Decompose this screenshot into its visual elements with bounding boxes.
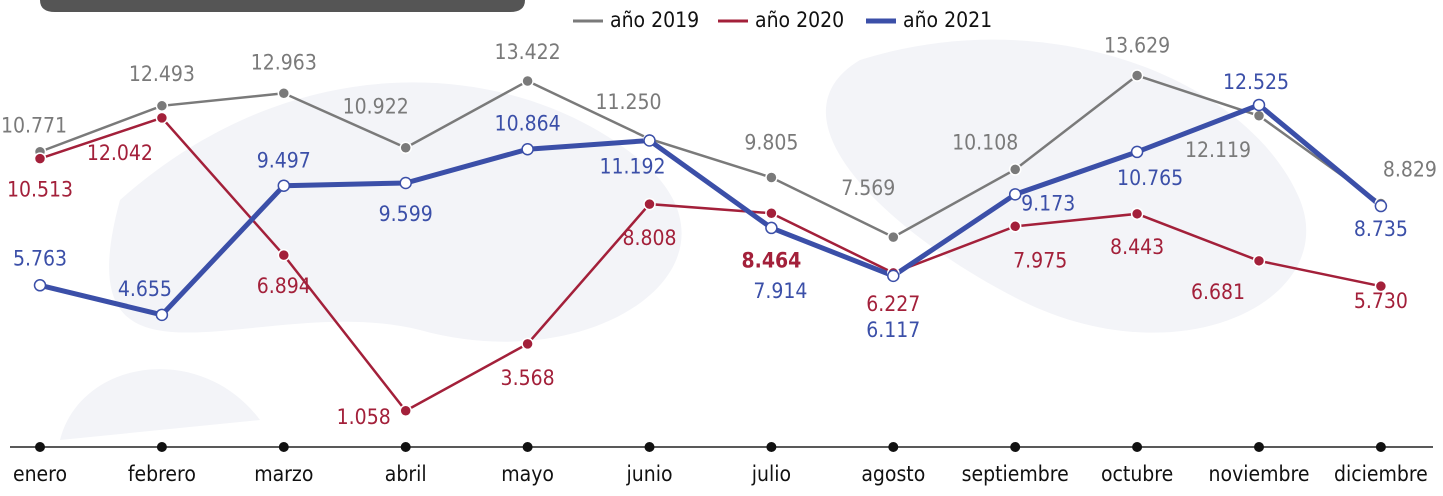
point xyxy=(766,172,777,183)
header-banner xyxy=(40,0,525,12)
value-label: 8.464 xyxy=(742,248,802,272)
x-tick xyxy=(1376,442,1386,452)
point xyxy=(1254,255,1265,266)
x-tick-label: noviembre xyxy=(1209,462,1310,486)
value-label: 12.963 xyxy=(251,50,317,74)
x-tick xyxy=(888,442,898,452)
value-label: 6.117 xyxy=(866,318,920,342)
x-tick-label: octubre xyxy=(1101,462,1173,486)
value-label: 12.119 xyxy=(1185,138,1251,162)
value-label: 8.808 xyxy=(622,226,676,250)
value-label: 9.805 xyxy=(744,131,798,155)
point xyxy=(1132,146,1143,157)
legend-label: año 2020 xyxy=(755,8,844,32)
value-label: 12.493 xyxy=(129,62,195,86)
x-tick xyxy=(401,442,411,452)
point xyxy=(400,177,411,188)
x-tick-label: septiembre xyxy=(962,462,1069,486)
value-label: 9.173 xyxy=(1021,191,1075,215)
x-tick xyxy=(1132,442,1142,452)
point xyxy=(522,338,533,349)
point xyxy=(1132,70,1143,81)
x-tick-label: julio xyxy=(751,462,791,486)
point xyxy=(1010,221,1021,232)
point xyxy=(278,88,289,99)
x-tick-label: junio xyxy=(625,462,672,486)
value-label: 7.569 xyxy=(841,176,895,200)
value-label: 7.975 xyxy=(1013,248,1067,272)
value-label: 10.108 xyxy=(952,130,1018,154)
point xyxy=(766,208,777,219)
value-label: 1.058 xyxy=(337,405,391,429)
x-tick xyxy=(157,442,167,452)
value-label: 3.568 xyxy=(501,366,555,390)
x-tick-label: febrero xyxy=(128,462,196,486)
point xyxy=(522,144,533,155)
value-label: 5.730 xyxy=(1354,289,1408,313)
value-label: 10.771 xyxy=(1,114,67,138)
point xyxy=(156,112,167,123)
value-label: 11.250 xyxy=(595,90,661,114)
x-tick xyxy=(766,442,776,452)
value-label: 4.655 xyxy=(118,277,172,301)
point xyxy=(1375,201,1386,212)
x-tick-label: abril xyxy=(385,462,427,486)
value-label: 12.525 xyxy=(1223,70,1289,94)
value-label: 8.735 xyxy=(1354,217,1408,241)
point xyxy=(644,135,655,146)
x-tick xyxy=(523,442,533,452)
chart: 10.771 12.493 12.963 10.922 13.422 11.250 9.80… xyxy=(0,0,1443,496)
point xyxy=(522,76,533,87)
point xyxy=(888,232,899,243)
value-label: 12.042 xyxy=(87,141,153,165)
point xyxy=(1254,99,1265,110)
point xyxy=(1132,208,1143,219)
value-label: 6.227 xyxy=(866,292,920,316)
legend-label: año 2021 xyxy=(903,8,992,32)
x-tick xyxy=(645,442,655,452)
x-tick-label: diciembre xyxy=(1334,462,1428,486)
x-tick-label: mayo xyxy=(501,462,554,486)
value-label: 11.192 xyxy=(599,155,665,179)
x-tick-label: marzo xyxy=(254,462,313,486)
point xyxy=(35,153,46,164)
value-label: 10.513 xyxy=(7,178,73,202)
value-label: 10.864 xyxy=(495,111,561,135)
value-label: 7.914 xyxy=(753,279,807,303)
value-label: 9.497 xyxy=(257,149,311,173)
point xyxy=(1010,164,1021,175)
point xyxy=(278,250,289,261)
x-tick-label: enero xyxy=(13,462,67,486)
value-label: 13.629 xyxy=(1104,34,1170,58)
x-tick xyxy=(1010,442,1020,452)
point xyxy=(1010,189,1021,200)
value-label: 5.763 xyxy=(13,246,67,270)
point xyxy=(156,100,167,111)
x-tick xyxy=(279,442,289,452)
x-tick-label: agosto xyxy=(861,462,925,486)
value-label: 13.422 xyxy=(495,40,561,64)
value-label: 8.443 xyxy=(1110,235,1164,259)
value-label: 6.894 xyxy=(257,274,311,298)
point xyxy=(400,405,411,416)
value-label: 6.681 xyxy=(1191,280,1245,304)
value-label: 10.765 xyxy=(1117,166,1183,190)
point xyxy=(35,280,46,291)
point xyxy=(400,142,411,153)
point xyxy=(766,222,777,233)
point xyxy=(278,180,289,191)
point xyxy=(1254,110,1265,121)
legend-label: año 2019 xyxy=(610,8,699,32)
value-label: 9.599 xyxy=(379,202,433,226)
x-tick xyxy=(35,442,45,452)
point xyxy=(156,309,167,320)
value-label: 10.922 xyxy=(343,95,409,119)
x-tick xyxy=(1254,442,1264,452)
point xyxy=(644,199,655,210)
value-label: 8.829 xyxy=(1383,158,1437,182)
point xyxy=(888,270,899,281)
